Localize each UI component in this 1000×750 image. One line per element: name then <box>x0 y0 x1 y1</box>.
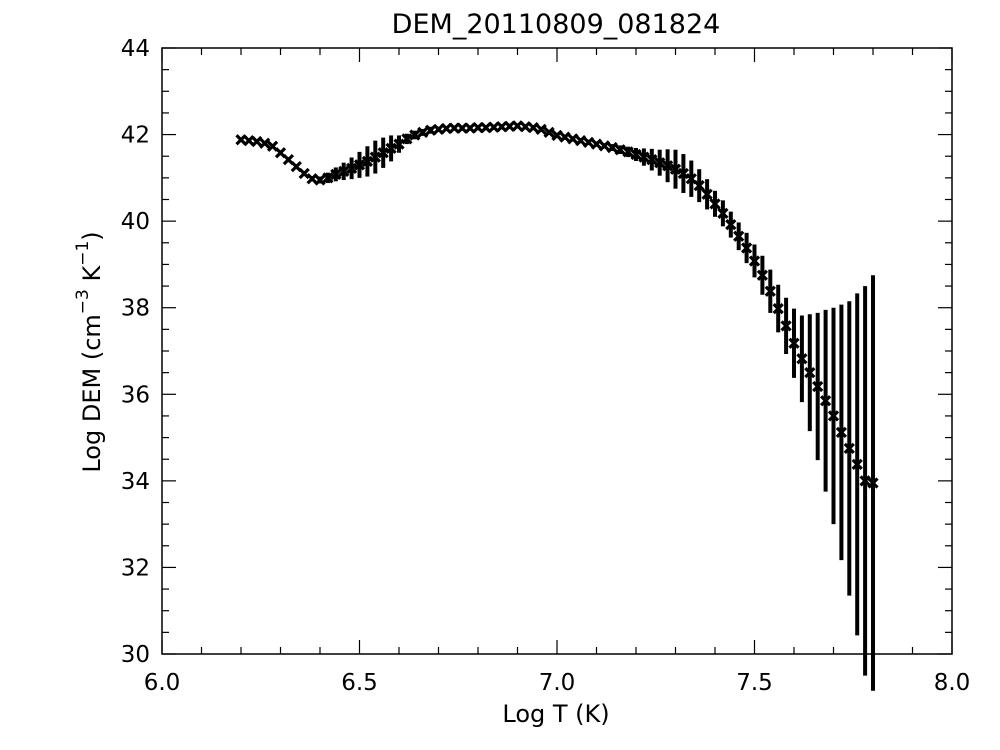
data-point <box>693 180 705 192</box>
y-tick-label: 42 <box>121 123 150 149</box>
data-point <box>835 426 848 439</box>
y-tick-label: 38 <box>121 296 150 322</box>
data-point <box>748 255 761 267</box>
x-tick-labels: 6.0 6.5 7.0 7.5 8.0 <box>144 670 971 696</box>
data-point <box>338 165 350 177</box>
data-point <box>322 172 334 184</box>
data-point <box>401 133 413 145</box>
data-point <box>369 151 381 163</box>
data-point <box>251 135 263 148</box>
data-point <box>661 160 674 172</box>
data-point <box>725 218 737 231</box>
y-axis-label-suffix: ) <box>78 231 106 240</box>
data-point <box>385 142 397 155</box>
data-point <box>812 380 824 393</box>
x-tick-label: 7.0 <box>539 670 576 696</box>
data-point <box>638 151 650 163</box>
data-point <box>717 207 729 219</box>
data-point <box>614 144 626 156</box>
data-point <box>772 302 784 315</box>
data-point <box>543 126 555 139</box>
data-point <box>582 136 595 148</box>
data-point <box>306 173 318 185</box>
y-tick-labels: 30 32 34 36 38 40 42 44 <box>121 36 150 668</box>
data-point <box>859 475 871 487</box>
data-point <box>559 131 571 143</box>
data-point <box>345 162 358 174</box>
data-point <box>827 410 840 422</box>
data-point <box>590 138 603 150</box>
data-point <box>733 230 745 242</box>
data-points <box>235 120 879 489</box>
data-point <box>314 174 326 186</box>
data-point <box>393 138 405 150</box>
x-tick-label: 8.0 <box>934 670 971 696</box>
data-point <box>654 157 666 169</box>
y-axis-label-mid: K <box>78 265 106 290</box>
data-point <box>756 269 769 281</box>
data-point <box>646 154 658 166</box>
data-point <box>701 188 713 200</box>
data-point <box>788 337 800 349</box>
data-point <box>630 148 642 161</box>
data-point <box>780 320 792 332</box>
y-tick-label: 40 <box>121 209 150 235</box>
data-point <box>677 167 690 180</box>
y-tick-label: 36 <box>121 382 150 408</box>
data-point <box>764 285 776 297</box>
data-point <box>567 133 579 145</box>
data-point <box>353 159 366 171</box>
data-point <box>575 134 587 147</box>
data-point <box>851 458 863 471</box>
data-point <box>606 141 618 154</box>
x-tick-label: 6.5 <box>341 670 378 696</box>
data-point <box>867 477 879 489</box>
data-point <box>259 137 271 149</box>
y-tick-label: 30 <box>121 642 150 668</box>
x-tick-label: 6.0 <box>144 670 181 696</box>
data-point <box>298 167 310 180</box>
y-axis-label: Log DEM (cm−3 K−1) <box>73 231 106 472</box>
x-axis-label: Log T (K) <box>502 700 609 728</box>
y-axis-label-prefix: Log DEM (cm <box>78 314 106 472</box>
y-axis-label-exp1: −3 <box>73 289 93 314</box>
data-point <box>535 123 547 136</box>
data-point <box>409 129 421 141</box>
x-tick-label: 7.5 <box>736 670 773 696</box>
y-axis-label-exp2: −1 <box>73 241 93 266</box>
data-point <box>669 163 682 175</box>
data-point <box>330 168 342 181</box>
error-bars <box>239 123 875 691</box>
data-point <box>551 129 563 142</box>
data-point <box>740 242 753 254</box>
data-point <box>361 155 374 168</box>
y-tick-label: 32 <box>121 555 150 581</box>
data-point <box>527 122 539 134</box>
y-tick-label: 44 <box>121 36 150 62</box>
data-point <box>804 367 816 379</box>
data-point <box>843 442 855 455</box>
y-tick-label: 34 <box>121 469 150 495</box>
data-point <box>377 147 389 159</box>
data-point <box>796 353 808 365</box>
data-point <box>598 140 611 152</box>
chart-title: DEM_20110809_081824 <box>392 9 721 40</box>
data-point <box>417 126 429 139</box>
data-point <box>819 395 832 407</box>
data-point <box>709 198 721 210</box>
data-point <box>622 146 634 158</box>
